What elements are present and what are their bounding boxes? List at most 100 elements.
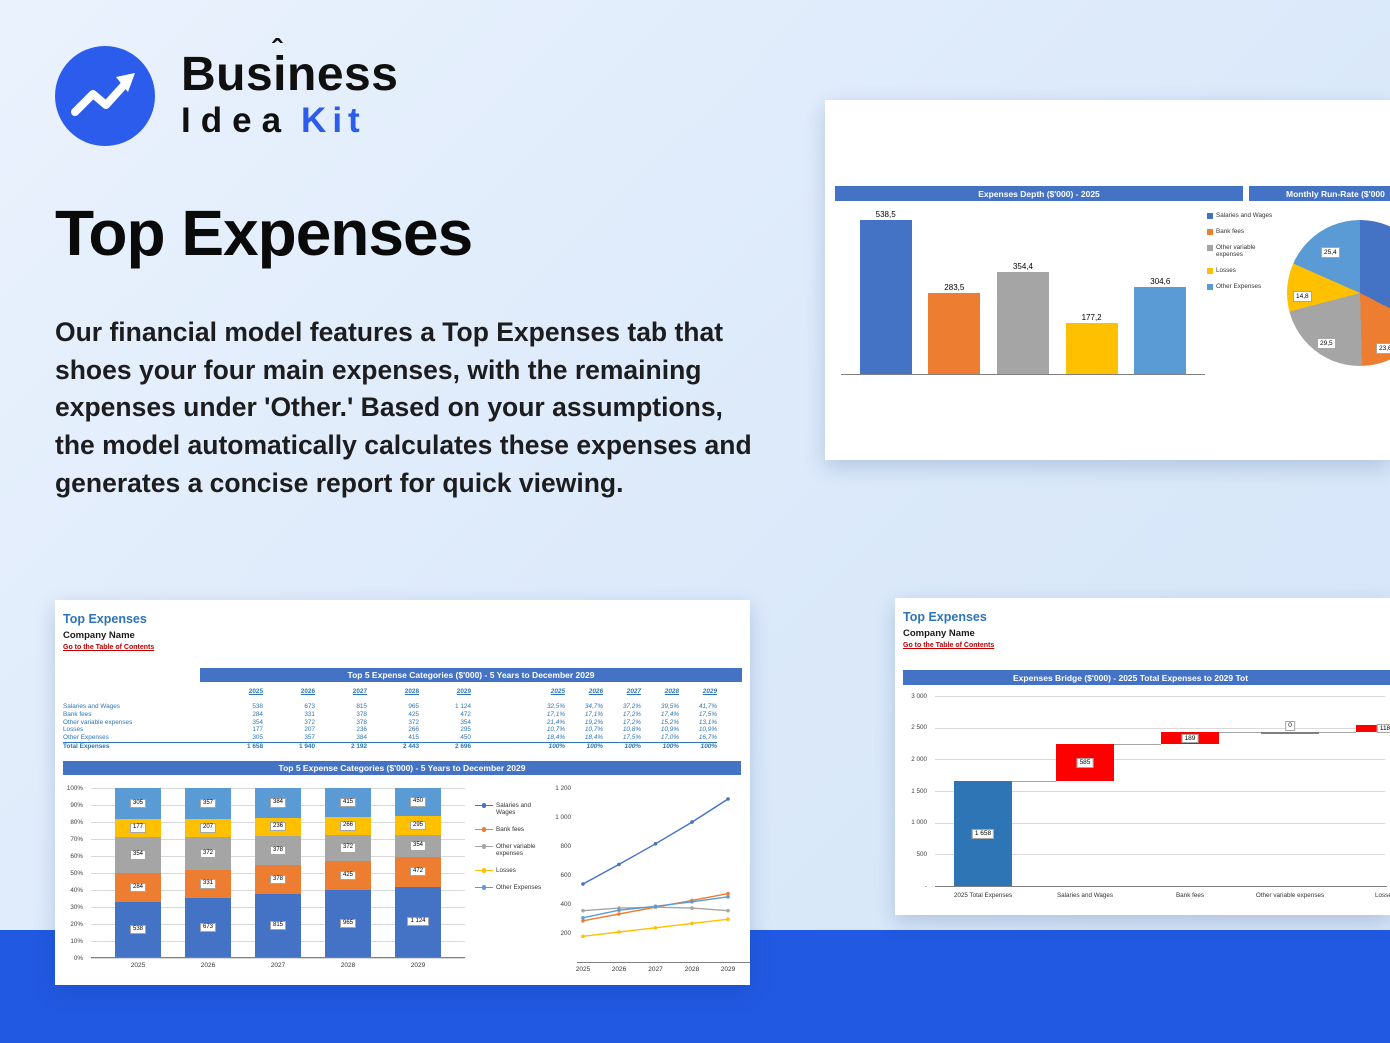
y-axis-labels: 1 200 1 000 800 600 400 200 [541,600,573,985]
bar [996,272,1049,374]
cell-percent: 100% [679,741,717,750]
table-of-contents-link[interactable]: Go to the Table of Contents [63,644,155,651]
segment-value-label: 354 [409,841,426,851]
table-spacer [603,696,641,704]
year-header: 2028 [664,688,679,695]
cell-value: 354 [460,718,471,726]
cell-percent: 10,7% [546,726,565,734]
segment-value-label: 450 [409,797,426,807]
bar [859,219,912,374]
logo-icon [55,46,155,146]
y-axis-label: 1 000 [911,819,927,827]
legend-item: Other variable expenses [475,843,549,857]
x-axis-label: 2029 [720,966,736,973]
brand-logo: Business ˆ Idea Kit [55,35,398,146]
y-axis-label: 70% [70,835,83,843]
data-point-marker [726,891,730,896]
legend-item: Losses [475,867,549,874]
x-axis-label: 2027 [648,966,663,973]
cell-percent: 17,0% [660,734,679,742]
cell-percent: 17,2% [622,711,641,719]
legend-dot [481,827,486,832]
cell-percent: 17,5% [698,711,717,719]
top5-expense-table: 2025 2026 2027 2028 2029 2025 2026 2027 2028 2029… [63,688,717,750]
cell-percent: 32,5% [546,703,565,711]
row-label: Losses [63,726,84,734]
segment-value-label: 538 [129,924,146,935]
stacked-bar: 384 236 378 378 815 [255,788,301,957]
legend-line-marker [475,843,493,850]
data-point-marker [690,921,694,926]
data-point-marker [617,862,621,867]
y-axis-label: 90% [70,801,83,809]
x-axis-label: 2028 [340,962,356,969]
segment-value-label: 236 [269,821,286,832]
bar-segment: 284 [115,873,161,903]
table-gap [471,719,527,727]
cell-value: 372 [304,718,315,726]
legend-label: Other Expenses [1216,283,1262,290]
cell-percent: 100% [565,741,603,750]
row-label: Other variable expenses [63,718,133,726]
cell-value: 378 [356,711,367,719]
hero-description: Our financial model features a Top Expen… [55,317,752,498]
screenshot-expenses-depth-card: Expenses Depth ($'000) - 2025 Monthly Ru… [825,100,1390,460]
y-axis-label: 100% [66,784,83,792]
legend-item: Bank fees [1207,228,1281,235]
row-label: Salaries and Wages [63,703,120,711]
segment-value-label: 472 [409,866,426,877]
legend-label: Other Expenses [496,884,542,891]
chart-legend: Salaries and Wages Bank fees Other variabl… [1207,212,1281,290]
table-of-contents-link[interactable]: Go to the Table of Contents [903,642,995,649]
page-title: Top Expenses [55,197,473,269]
legend-item: Bank fees [475,826,549,833]
chart-title-monthly-run-rate: Monthly Run-Rate ($'000 [1249,186,1390,201]
bar-column: 177,2 [1065,313,1118,374]
y-axis-label: 2 000 [911,755,927,763]
x-axis-label: 2026 [611,966,627,973]
cell-value: 2 696 [419,741,471,750]
cell-percent: 17,4% [660,711,679,719]
data-point-marker [581,919,585,923]
bar-chart-expenses-depth: 538,5 283,5 354,4 177,2 304,6 [843,202,1203,374]
legend-swatch [1207,244,1213,251]
cell-percent: 17,1% [584,711,603,719]
segment-value-label: 965 [339,918,356,929]
brand-sub-kit: Kit [301,101,366,141]
y-axis-labels: 100% 90% 80% 70% 60% 50% 40% 30% 20% 10% 0% [55,784,85,964]
x-axis-label: Other variable expenses [1255,892,1325,899]
x-axis-line [841,374,1205,375]
segment-value-label: 295 [409,820,426,831]
company-name: Company Name [903,628,975,639]
bar-segment: 236 [255,817,301,836]
x-axis-label: 2025 Total Expenses [953,892,1013,899]
year-header: 2029 [456,688,471,695]
legend-dot [481,803,486,808]
bar-segment: 354 [395,834,441,857]
cell-value: 815 [356,703,367,711]
bar-value-label: 538,5 [875,209,896,219]
table-gap [471,734,527,742]
x-axis-label: 2026 [200,962,216,969]
cell-percent: 13,1% [698,718,717,726]
chart-legend: Salaries and Wages Bank fees Other variabl… [475,802,549,891]
sheet-title: Top Expenses [63,612,147,626]
legend-swatch [1207,283,1213,290]
data-point-marker [653,842,658,846]
cell-percent: 18,4% [584,734,603,742]
cell-value: 415 [408,734,419,742]
table-spacer [679,696,717,704]
year-header: 2027 [352,688,367,695]
stacked-bar: 305 177 354 284 538 [115,788,161,957]
year-header: 2028 [404,688,419,695]
cell-percent: 39,5% [660,703,679,711]
data-point-marker [617,930,621,934]
legend-item: Losses [1207,267,1281,274]
grid-line [91,958,465,959]
bar-segment: 305 [115,788,161,820]
waterfall-chart-expenses-bridge: 1 658 2025 Total Expenses 585 Salaries and … [935,696,1390,911]
bar-segment: 177 [115,819,161,838]
row-label: Total Expenses [63,741,211,750]
bar-column: 304,6 [1134,277,1187,374]
